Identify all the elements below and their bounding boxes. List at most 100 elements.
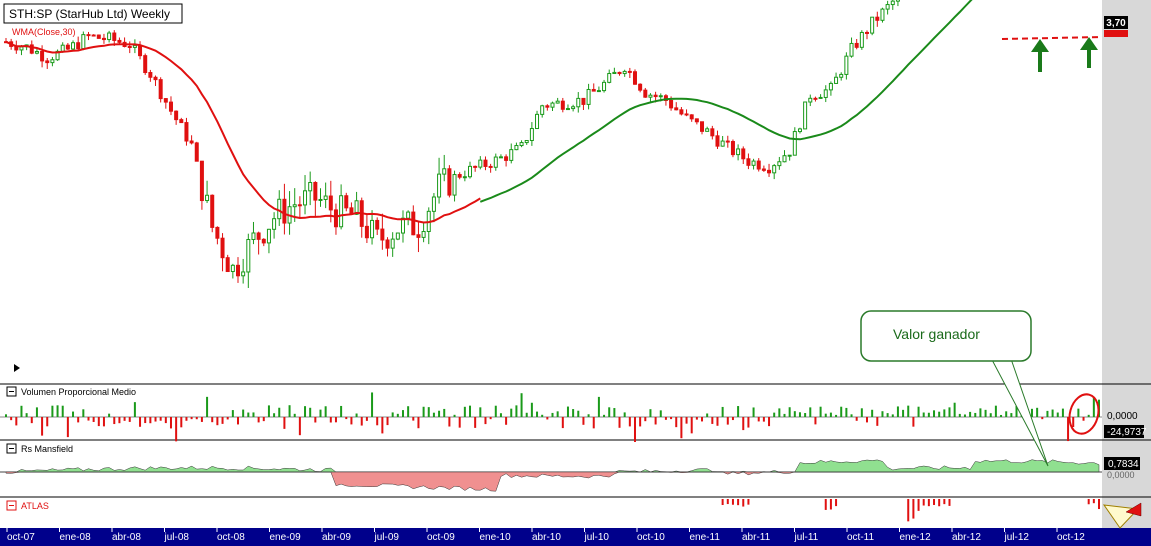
volume-bar [711,417,714,424]
volume-bar [685,417,688,424]
volume-panel-label: Volumen Proporcional Medio [21,387,136,397]
candle-body [694,118,699,123]
candle-body [308,181,313,192]
candle-body [669,99,674,109]
volume-bar [283,417,286,429]
candle-body [797,128,802,133]
volume-bar [469,405,472,417]
candle-body [153,76,158,81]
volume-bar [381,417,384,434]
volume-bar [484,417,487,425]
atlas-bar [1087,499,1090,505]
volume-bar [597,396,600,417]
candle-body [895,0,900,2]
candle-body [236,264,241,277]
atlas-panel-label: ATLAS [21,501,49,511]
candle-body [772,165,777,174]
candle-body [333,209,338,228]
corner-arrow-icon[interactable] [1102,502,1142,529]
volume-bar [164,417,167,424]
volume-bar [458,417,461,428]
candle-body [653,94,658,98]
volume-bar [701,417,704,422]
volume-bar [1051,409,1054,417]
candlestick-series [4,0,900,288]
candle-body [50,59,55,64]
candle-body [854,42,859,48]
x-tick-label: abr-09 [322,532,351,543]
volume-bar [118,417,121,424]
candle-body [112,32,117,41]
wma-slow-line [479,0,973,203]
volume-bar [267,405,270,417]
volume-bar [737,406,740,417]
volume-bar [536,411,539,417]
volume-bar [334,417,337,423]
volume-bar [1072,417,1075,428]
volume-bar [288,405,291,417]
candle-body [581,97,586,105]
volume-bar [1010,413,1013,417]
candle-body [431,196,436,212]
candle-body [565,108,570,111]
volume-bar [979,408,982,417]
candle-body [462,176,467,179]
candle-body [339,195,344,228]
candle-body [411,211,416,236]
candle-body [385,239,390,249]
atlas-bar [938,499,941,507]
volume-bar [541,414,544,417]
candle-body [76,42,81,50]
volume-bar [824,413,827,417]
candle-body [849,42,854,57]
volume-bar [262,417,265,422]
volume-bar [66,417,69,438]
volume-bar [659,410,662,417]
volume-bar [902,409,905,417]
volume-bar [195,417,198,420]
candle-body [504,156,509,161]
candle-body [45,60,50,64]
candle-body [576,97,581,108]
volume-bar [396,413,399,417]
volume-bar [489,417,492,420]
candle-body [550,102,555,108]
candle-body [571,106,576,110]
candle-body [241,271,246,277]
candle-body [55,50,60,61]
volume-bar [376,417,379,426]
volume-bar [948,407,951,417]
volume-bar [87,417,90,421]
atlas-bar [835,499,838,507]
candle-body [328,195,333,211]
volume-bar [840,406,843,417]
x-axis: oct-07 ene-08 abr-08 jul-08 oct-08 ene-09 abr-… [6,528,1085,543]
candle-body [101,37,106,41]
candle-body [839,73,844,78]
volume-bar [984,409,987,417]
volume-bar [417,417,420,429]
volume-bar [953,402,956,417]
volume-bar [15,417,18,426]
volume-bar [829,412,832,417]
candle-body [813,97,818,100]
volume-bar [56,405,59,417]
volume-bar [92,417,95,422]
x-tick-label: jul-12 [1004,532,1030,543]
candle-body [246,239,251,273]
candle-body [364,225,369,239]
candle-body [421,231,426,238]
volume-bar [82,409,85,417]
atlas-bar [917,499,920,511]
volume-bar [113,417,116,425]
candle-body [509,149,514,161]
x-tick-label: abr-11 [742,532,771,543]
play-icon[interactable] [14,364,20,372]
candle-body [674,107,679,111]
x-tick-label: ene-09 [270,532,302,543]
volume-bar [587,414,590,417]
volume-bar [422,406,425,417]
candle-body [179,119,184,124]
volume-bar [778,408,781,417]
volume-bar [175,417,178,442]
